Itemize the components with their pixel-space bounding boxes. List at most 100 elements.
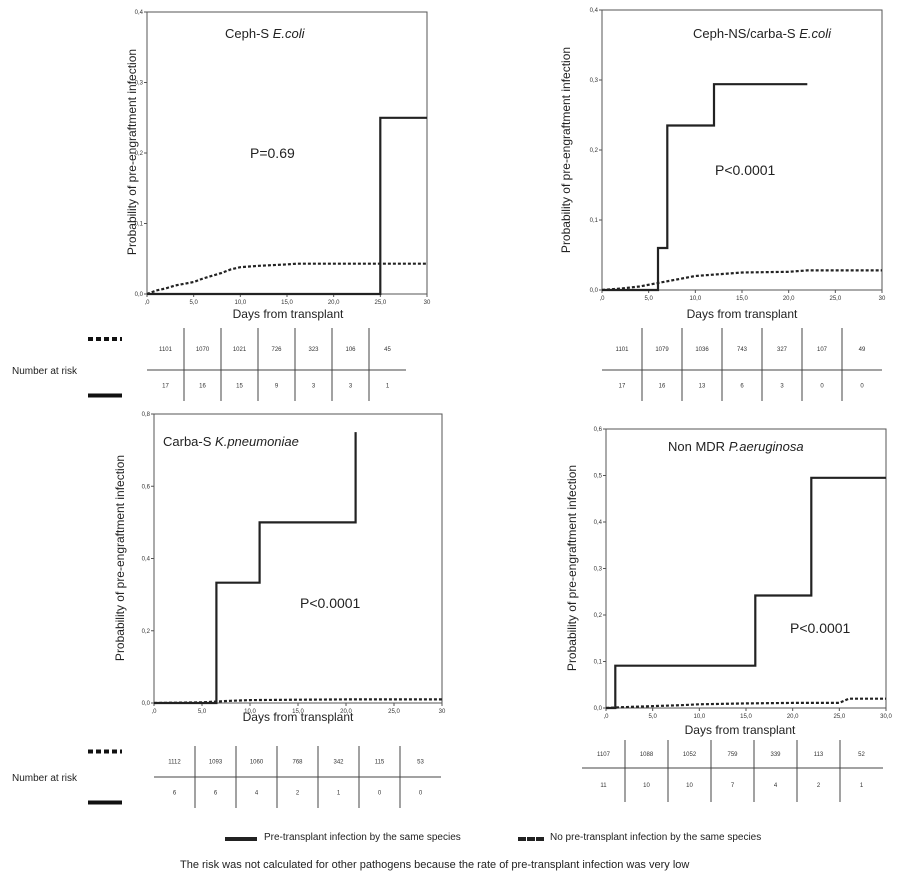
risk-count-no-prior: 339 <box>770 752 781 758</box>
risk-count-prior: 2 <box>296 791 300 797</box>
y-tick-label: 0,8 <box>142 412 151 418</box>
x-tick-label: 20,0 <box>783 296 795 302</box>
y-tick-label: 0,1 <box>590 218 599 224</box>
x-tick-label: 30 <box>439 709 446 715</box>
risk-count-no-prior: 106 <box>345 347 356 353</box>
risk-count-prior: 17 <box>619 384 626 390</box>
x-tick-label: 30,0 <box>880 714 892 720</box>
x-tick-label: ,0 <box>603 714 609 720</box>
risk-count-prior: 6 <box>740 384 744 390</box>
risk-count-no-prior: 726 <box>271 347 282 353</box>
series-line-no-prior-infection <box>605 697 886 710</box>
risk-row-label: Number at risk <box>12 773 78 784</box>
x-tick-label: 5,0 <box>189 300 198 306</box>
legend-dashed-label: No pre-transplant infection by the same … <box>550 832 762 843</box>
risk-count-no-prior: 1088 <box>640 752 654 758</box>
y-tick-label: 0,2 <box>594 613 603 619</box>
chart-title: Carba-S K.pneumoniae <box>163 434 299 449</box>
risk-table: 1101 1070 1021 726 323 106 45 17 16 15 9 3 3 1 Number … <box>12 328 406 401</box>
p-value-annotation: P<0.0001 <box>715 162 776 178</box>
risk-count-no-prior: 52 <box>858 752 865 758</box>
x-tick-label: 20,0 <box>328 300 340 306</box>
x-axis-label: Days from transplant <box>687 307 798 321</box>
risk-count-prior: 11 <box>600 783 607 789</box>
y-tick-label: 0,0 <box>135 292 144 298</box>
risk-count-prior: 7 <box>731 783 735 789</box>
risk-count-no-prior: 113 <box>814 752 824 758</box>
x-tick-label: 10,0 <box>234 300 246 306</box>
risk-count-prior: 0 <box>419 791 423 797</box>
risk-count-prior: 3 <box>349 384 353 390</box>
risk-count-prior: 1 <box>386 384 390 390</box>
risk-row-label: Number at risk <box>12 366 78 377</box>
legend-solid-label: Pre-transplant infection by the same spe… <box>264 832 461 843</box>
y-tick-label: 0,3 <box>135 81 144 87</box>
series-line-no-prior-infection <box>601 269 882 292</box>
y-tick-label: 0,3 <box>590 78 599 84</box>
risk-table: 1112 1093 1060 768 342 115 53 6 6 4 2 1 0 0 Number at … <box>12 746 441 808</box>
p-value-annotation: P<0.0001 <box>790 620 851 636</box>
series-line-prior-infection <box>147 116 427 296</box>
risk-count-no-prior: 1021 <box>233 347 247 353</box>
risk-count-no-prior: 1101 <box>616 347 630 353</box>
x-tick-label: 20,0 <box>787 714 799 720</box>
y-tick-label: 0,3 <box>594 567 603 573</box>
y-tick-label: 0,4 <box>590 8 599 14</box>
risk-count-prior: 9 <box>275 384 279 390</box>
risk-count-prior: 17 <box>162 384 169 390</box>
risk-count-prior: 6 <box>173 791 177 797</box>
risk-table: 1107 1088 1052 759 339 113 52 11 10 10 7 4 2 1 <box>582 740 883 802</box>
y-axis-label: Probability of pre-engraftment infection <box>113 455 127 661</box>
chart-title: Ceph-S E.coli <box>225 26 306 41</box>
risk-count-no-prior: 768 <box>292 760 303 766</box>
y-tick-label: 0,2 <box>142 629 151 635</box>
risk-count-no-prior: 107 <box>817 347 828 353</box>
risk-count-prior: 4 <box>255 791 259 797</box>
x-tick-label: 5,0 <box>648 714 657 720</box>
x-tick-label: 25,0 <box>388 709 400 715</box>
plot-frame <box>153 413 443 704</box>
x-tick-label: 30 <box>424 300 431 306</box>
legend-dashed-swatch <box>518 837 544 841</box>
x-tick-label: 15,0 <box>292 709 304 715</box>
chart-panel-2: ,0 5,0 10,0 15,0 20,0 25,0 300,00,10,20,30,4Ce… <box>559 8 886 401</box>
x-tick-label: 5,0 <box>644 296 653 302</box>
y-tick-label: 0,6 <box>142 484 151 490</box>
x-tick-label: 25,0 <box>374 300 386 306</box>
risk-count-no-prior: 1107 <box>597 752 611 758</box>
x-tick-label: ,0 <box>151 709 157 715</box>
y-tick-label: 0,6 <box>594 427 603 433</box>
risk-count-no-prior: 53 <box>417 760 424 766</box>
risk-count-prior: 16 <box>199 384 206 390</box>
risk-count-prior: 0 <box>860 384 864 390</box>
risk-count-prior: 2 <box>817 783 821 789</box>
risk-count-no-prior: 1060 <box>250 760 264 766</box>
y-axis-label: Probability of pre-engraftment infection <box>565 465 579 671</box>
risk-count-prior: 0 <box>378 791 382 797</box>
risk-count-prior: 10 <box>643 783 650 789</box>
series-line-prior-infection <box>602 83 808 292</box>
chart-title: Ceph-NS/carba-S E.coli <box>693 26 832 41</box>
p-value-annotation: P=0.69 <box>250 145 295 161</box>
risk-count-prior: 1 <box>860 783 864 789</box>
x-tick-label: ,0 <box>144 300 150 306</box>
x-tick-label: 15,0 <box>281 300 293 306</box>
y-tick-label: 0,0 <box>142 701 151 707</box>
footnote: The risk was not calculated for other pa… <box>180 859 690 871</box>
p-value-annotation: P<0.0001 <box>300 595 361 611</box>
x-tick-label: 10,0 <box>244 709 256 715</box>
chart-title: Non MDR P.aeruginosa <box>668 439 804 454</box>
y-tick-label: 0,2 <box>135 151 144 157</box>
y-tick-label: 0,4 <box>142 557 151 563</box>
risk-count-prior: 16 <box>659 384 666 390</box>
risk-count-prior: 4 <box>774 783 778 789</box>
x-tick-label: ,0 <box>599 296 605 302</box>
series-line-prior-infection <box>154 432 357 705</box>
risk-count-prior: 13 <box>699 384 706 390</box>
risk-count-no-prior: 1070 <box>196 347 210 353</box>
series-line-prior-infection <box>606 476 886 710</box>
series-line-no-prior-infection <box>146 262 427 296</box>
y-axis-label: Probability of pre-engraftment infection <box>559 47 573 253</box>
x-tick-label: 10,0 <box>689 296 701 302</box>
y-tick-label: 0,2 <box>590 148 599 154</box>
